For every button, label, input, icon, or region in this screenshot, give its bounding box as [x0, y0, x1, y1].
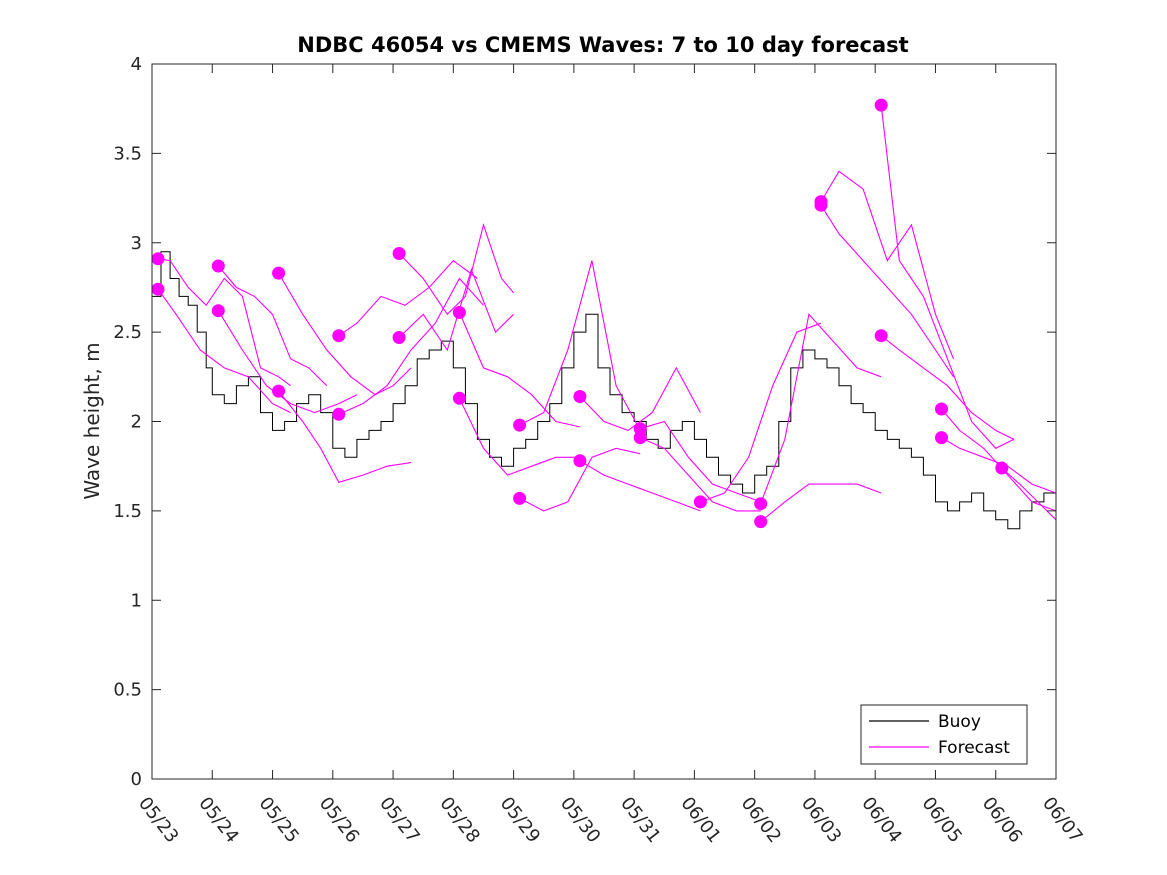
forecast-series-line-20 [760, 313, 882, 504]
forecast-series-line-18 [639, 437, 761, 512]
y-tick-label-7: 3.5 [113, 143, 142, 164]
forecast-start-marker-25 [874, 329, 888, 343]
forecast-start-marker-13 [513, 418, 527, 432]
legend-forecast-label: Forecast [938, 738, 1010, 758]
y-tick-label-3: 1.5 [113, 501, 142, 522]
chart-title: NDBC 46054 vs CMEMS Waves: 7 to 10 day f… [297, 33, 908, 57]
forecast-start-marker-26 [935, 402, 948, 416]
forecast-series-line-27 [941, 437, 1057, 494]
forecast-start-marker-27 [935, 431, 948, 445]
forecast-series-line-25 [880, 335, 1015, 440]
forecast-series-line-16 [579, 460, 701, 512]
forecast-series-line-28 [1001, 467, 1057, 521]
y-tick-label-4: 2 [131, 412, 142, 433]
forecast-start-marker-10 [392, 331, 406, 344]
forecast-series-line-5 [278, 272, 412, 396]
forecast-start-marker-21 [754, 515, 768, 529]
forecast-series-line-1 [157, 258, 291, 387]
forecast-start-marker-24 [874, 98, 888, 112]
buoy-series-line [152, 251, 1056, 530]
forecast-series-line-14 [519, 447, 641, 512]
forecast-start-marker-19 [693, 495, 707, 509]
y-tick-label-5: 2.5 [113, 322, 142, 343]
forecast-start-marker-15 [573, 390, 587, 403]
forecast-series-line-6 [278, 390, 412, 483]
y-axis-label: Wave height, m [80, 342, 104, 499]
forecast-series-line-9 [398, 222, 515, 316]
forecast-start-marker-5 [272, 266, 286, 280]
forecast-start-marker-28 [995, 461, 1009, 475]
forecast-start-marker-2 [151, 282, 165, 296]
forecast-series-line-19 [700, 322, 822, 503]
forecast-start-marker-18 [633, 431, 647, 445]
y-tick-label-8: 4 [131, 54, 142, 75]
forecast-start-marker-4 [211, 304, 225, 318]
forecast-series-line-22 [820, 170, 955, 360]
y-tick-label-6: 3 [131, 233, 142, 254]
y-tick-label-1: 0.5 [113, 680, 142, 701]
y-tick-label-0: 0 [131, 769, 142, 790]
legend-box [860, 704, 1028, 765]
series-layer [151, 98, 1057, 530]
forecast-start-marker-12 [452, 391, 466, 405]
forecast-series-line-24 [880, 105, 1015, 449]
forecast-start-marker-17 [633, 422, 647, 436]
forecast-series-line-2 [157, 288, 291, 414]
forecast-start-marker-1 [151, 252, 165, 266]
forecast-series-line-3 [217, 265, 328, 387]
forecast-series-line-15 [579, 366, 701, 432]
forecast-series-line-12 [458, 398, 580, 476]
forecast-series-line-8 [338, 277, 484, 415]
legend-buoy-label: Buoy [938, 712, 981, 732]
y-tick-label-2: 1 [131, 590, 142, 611]
forecast-start-marker-14 [513, 491, 527, 505]
forecast-start-marker-20 [754, 497, 768, 511]
forecast-start-marker-6 [272, 384, 286, 398]
forecast-series-line-17 [640, 420, 761, 503]
legend: Buoy Forecast [860, 704, 1028, 765]
forecast-series-line-23 [820, 204, 954, 378]
forecast-start-marker-8 [332, 407, 346, 421]
forecast-series-line-7 [338, 259, 478, 337]
forecast-series-line-11 [458, 312, 581, 428]
forecast-series-line-13 [519, 260, 641, 431]
forecast-start-marker-23 [814, 198, 828, 212]
forecast-start-marker-3 [211, 259, 225, 273]
forecast-series-line-4 [217, 310, 358, 414]
forecast-start-marker-7 [332, 329, 346, 343]
forecast-start-marker-9 [392, 247, 406, 260]
forecast-start-marker-16 [573, 454, 587, 468]
forecast-series-line-21 [760, 483, 882, 523]
forecast-start-marker-11 [452, 306, 466, 319]
